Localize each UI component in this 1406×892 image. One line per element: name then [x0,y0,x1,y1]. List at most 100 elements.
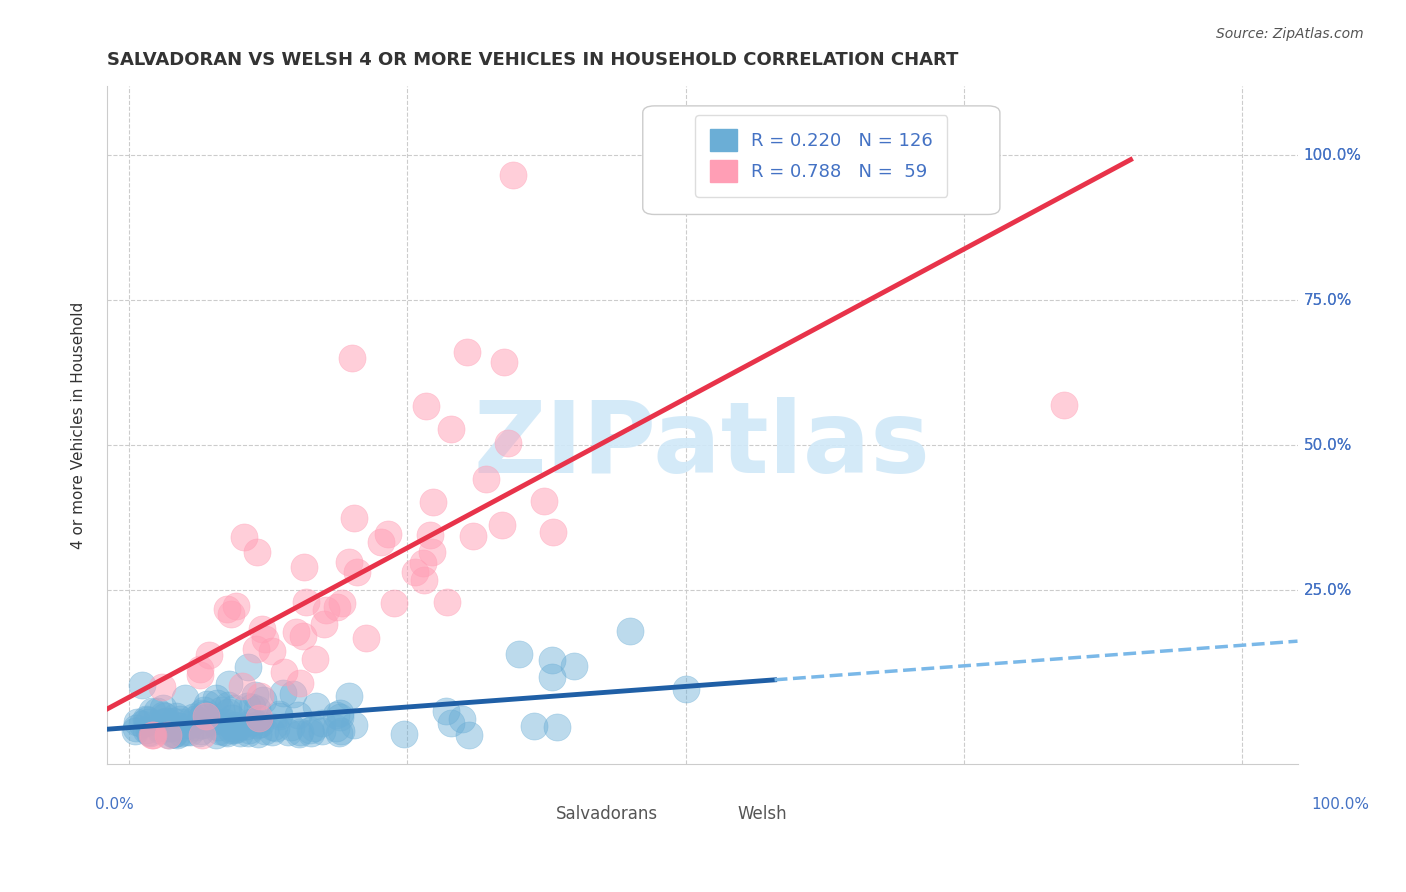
Point [337,690,360,704]
Point [198,648,221,662]
Point [302,722,325,736]
Text: 100.0%: 100.0% [1303,148,1361,162]
Point [205,696,228,710]
Point [253,724,276,739]
Point [135,723,157,737]
Point [176,725,198,739]
Point [491,518,513,533]
Point [141,704,163,718]
Text: Welsh: Welsh [737,805,786,823]
Point [546,721,568,735]
Point [562,658,585,673]
Point [221,711,243,725]
Point [221,607,243,621]
Point [457,728,479,742]
Text: 25.0%: 25.0% [1303,582,1351,598]
Point [354,631,377,645]
Point [217,705,239,719]
Point [229,725,252,739]
Point [346,565,368,579]
Text: 0.0%: 0.0% [96,797,134,812]
Point [250,623,273,637]
Point [235,718,257,732]
Point [419,528,441,542]
Text: 100.0%: 100.0% [1310,797,1369,812]
Point [191,728,214,742]
Point [240,714,263,729]
Point [238,723,260,737]
Point [249,717,271,731]
Point [207,720,229,734]
Point [195,697,218,711]
Point [271,686,294,700]
Point [183,712,205,726]
Point [179,717,201,731]
Point [434,704,457,718]
Point [260,644,283,658]
Point [311,723,333,738]
Point [136,714,159,729]
Point [222,701,245,715]
Text: 50.0%: 50.0% [1303,438,1351,453]
Point [273,665,295,680]
Point [209,703,232,717]
Point [269,709,291,723]
Text: Salvadorans: Salvadorans [555,805,658,823]
Point [166,728,188,742]
Point [238,660,260,674]
Point [139,726,162,740]
Text: 75.0%: 75.0% [1303,293,1351,308]
Point [167,719,190,733]
Text: 25.0%: 25.0% [1303,582,1351,598]
Point [204,728,226,742]
Point [294,594,316,608]
Point [343,718,366,732]
Point [298,723,321,737]
Point [415,400,437,414]
Point [281,687,304,701]
Point [149,723,172,737]
Point [325,721,347,735]
Point [170,714,193,729]
Legend: R = 0.220   N = 126, R = 0.788   N =  59: R = 0.220 N = 126, R = 0.788 N = 59 [695,115,948,197]
Point [288,726,311,740]
Point [451,712,474,726]
Point [420,544,443,558]
Point [337,555,360,569]
Point [245,642,267,657]
Point [541,524,564,539]
Point [541,670,564,684]
Point [329,706,352,720]
Point [240,700,263,714]
Text: ZIPatlas: ZIPatlas [474,397,931,494]
Point [152,708,174,723]
Y-axis label: 4 or more Vehicles in Household: 4 or more Vehicles in Household [72,301,86,549]
Point [343,511,366,525]
Point [304,652,326,666]
Point [150,680,173,694]
Point [311,716,333,731]
Point [280,720,302,734]
Point [208,724,231,739]
Point [245,688,267,702]
Point [377,527,399,541]
Point [190,706,212,721]
Point [299,725,322,739]
FancyBboxPatch shape [554,798,583,814]
Point [226,720,249,734]
Point [1053,398,1076,412]
Point [124,721,146,735]
Point [262,720,284,734]
Point [222,718,245,732]
Point [191,717,214,731]
Point [287,708,309,723]
Point [155,714,177,729]
Point [222,723,245,737]
Point [236,726,259,740]
Point [127,714,149,729]
Point [288,675,311,690]
Point [382,596,405,610]
Point [249,689,271,703]
Point [162,714,184,729]
Point [236,698,259,713]
